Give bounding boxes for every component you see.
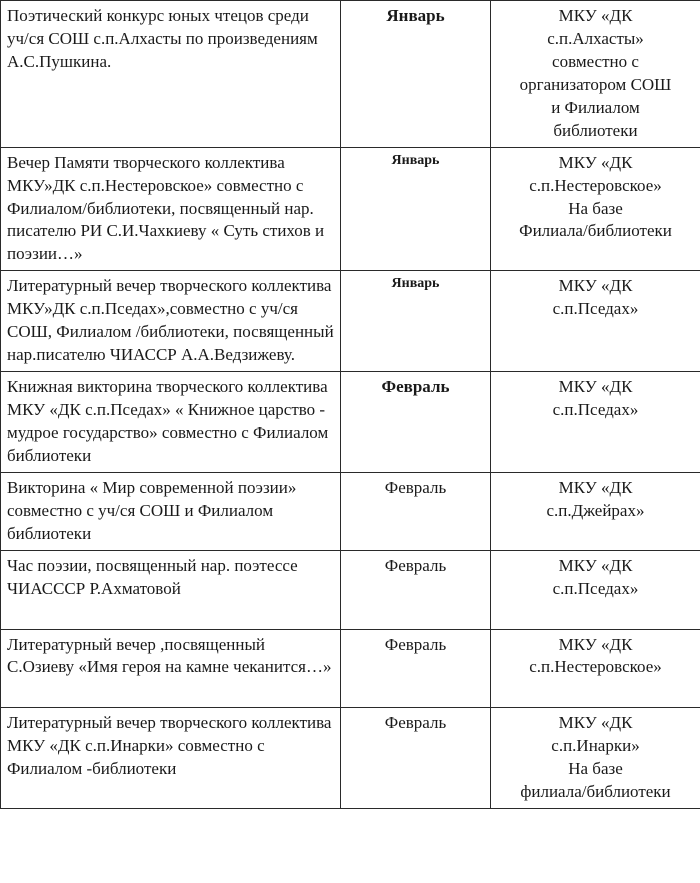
cell-month: Февраль <box>341 550 491 629</box>
cell-organizer: МКУ «ДК с.п.Джейрах» <box>491 472 700 550</box>
cell-organizer: МКУ «ДК с.п.Алхасты» совместно с организ… <box>491 1 700 148</box>
cell-organizer: МКУ «ДК с.п.Инарки» На базе филиала/библ… <box>491 708 700 809</box>
events-table: Поэтический конкурс юных чтецов среди уч… <box>0 0 700 809</box>
cell-month: Январь <box>341 147 491 271</box>
cell-description: Поэтический конкурс юных чтецов среди уч… <box>1 1 341 148</box>
cell-description: Час поэзии, посвященный нар. поэтессе ЧИ… <box>1 550 341 629</box>
table-row: Книжная викторина творческого коллектива… <box>1 372 700 473</box>
table-body: Поэтический конкурс юных чтецов среди уч… <box>1 1 700 809</box>
cell-description: Литературный вечер ,посвященный С.Озиеву… <box>1 629 341 708</box>
table-row: Литературный вечер творческого коллектив… <box>1 271 700 372</box>
table-row: Викторина « Мир современной поэзии» совм… <box>1 472 700 550</box>
table-row: Литературный вечер ,посвященный С.Озиеву… <box>1 629 700 708</box>
cell-organizer: МКУ «ДК с.п.Пседах» <box>491 372 700 473</box>
cell-month: Февраль <box>341 472 491 550</box>
cell-organizer: МКУ «ДК с.п.Пседах» <box>491 550 700 629</box>
cell-organizer: МКУ «ДК с.п.Нестеровское» <box>491 629 700 708</box>
cell-month: Январь <box>341 271 491 372</box>
cell-description: Викторина « Мир современной поэзии» совм… <box>1 472 341 550</box>
cell-description: Литературный вечер творческого коллектив… <box>1 271 341 372</box>
cell-organizer: МКУ «ДК с.п.Нестеровское» На базе Филиал… <box>491 147 700 271</box>
cell-description: Книжная викторина творческого коллектива… <box>1 372 341 473</box>
cell-month: Январь <box>341 1 491 148</box>
cell-month: Февраль <box>341 708 491 809</box>
cell-organizer: МКУ «ДК с.п.Пседах» <box>491 271 700 372</box>
table-row: Литературный вечер творческого коллектив… <box>1 708 700 809</box>
table-row: Час поэзии, посвященный нар. поэтессе ЧИ… <box>1 550 700 629</box>
cell-description: Вечер Памяти творческого коллектива МКУ»… <box>1 147 341 271</box>
cell-month: Февраль <box>341 629 491 708</box>
table-row: Вечер Памяти творческого коллектива МКУ»… <box>1 147 700 271</box>
table-row: Поэтический конкурс юных чтецов среди уч… <box>1 1 700 148</box>
cell-month: Февраль <box>341 372 491 473</box>
cell-description: Литературный вечер творческого коллектив… <box>1 708 341 809</box>
